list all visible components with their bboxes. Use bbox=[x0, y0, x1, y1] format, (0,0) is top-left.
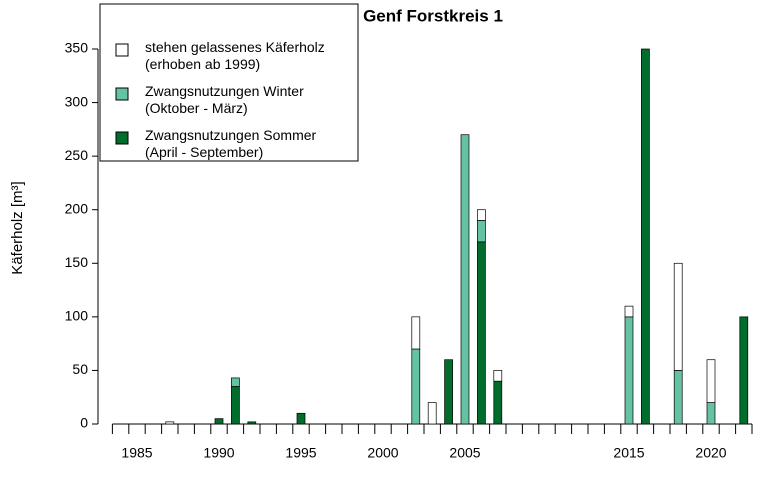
y-tick-label: 150 bbox=[65, 254, 89, 270]
bar bbox=[411, 348, 421, 425]
bar bbox=[673, 262, 683, 371]
bar bbox=[641, 48, 650, 425]
y-tick-label: 350 bbox=[65, 40, 89, 56]
legend-swatch bbox=[115, 131, 129, 145]
bar bbox=[706, 402, 716, 425]
bar bbox=[493, 380, 503, 425]
x-tick-label: 2020 bbox=[695, 445, 726, 461]
bar bbox=[165, 421, 175, 425]
bar bbox=[296, 412, 306, 425]
legend-label: stehen gelassenes Käferholz (erhoben ab … bbox=[145, 39, 325, 72]
legend-box bbox=[99, 3, 359, 162]
bar bbox=[247, 421, 257, 425]
bar bbox=[624, 316, 634, 425]
x-tick-label: 2005 bbox=[449, 445, 480, 461]
y-tick-label: 0 bbox=[80, 415, 88, 431]
bar bbox=[477, 241, 486, 425]
y-axis-label: Käferholz [m³] bbox=[9, 181, 26, 274]
y-tick-label: 200 bbox=[65, 200, 89, 216]
bar bbox=[493, 370, 503, 382]
bar bbox=[673, 370, 683, 425]
legend-label: Zwangsnutzungen Winter (Oktober - März) bbox=[145, 83, 304, 116]
chart-title: Genf Forstkreis 1 bbox=[363, 6, 503, 25]
x-tick-label: 1995 bbox=[285, 445, 316, 461]
bar bbox=[477, 220, 486, 243]
bar bbox=[214, 418, 224, 425]
bar bbox=[411, 316, 421, 350]
bar bbox=[739, 316, 749, 425]
bar bbox=[444, 359, 453, 425]
x-tick-label: 1985 bbox=[121, 445, 152, 461]
legend-swatch bbox=[115, 43, 129, 57]
bar bbox=[624, 305, 634, 318]
bar bbox=[231, 377, 240, 387]
y-tick-label: 100 bbox=[65, 308, 89, 324]
x-tick-label: 2000 bbox=[367, 445, 398, 461]
bar bbox=[231, 386, 240, 425]
legend-swatch bbox=[115, 87, 129, 101]
y-tick-label: 50 bbox=[72, 361, 88, 377]
y-tick-label: 300 bbox=[65, 93, 89, 109]
y-tick-label: 250 bbox=[65, 147, 89, 163]
x-tick-label: 2015 bbox=[613, 445, 644, 461]
bar bbox=[706, 359, 716, 403]
legend-label: Zwangsnutzungen Sommer (April - Septembe… bbox=[145, 127, 317, 160]
bar bbox=[477, 209, 486, 221]
x-tick-label: 1990 bbox=[203, 445, 234, 461]
bar bbox=[427, 402, 437, 425]
bar bbox=[460, 134, 470, 425]
